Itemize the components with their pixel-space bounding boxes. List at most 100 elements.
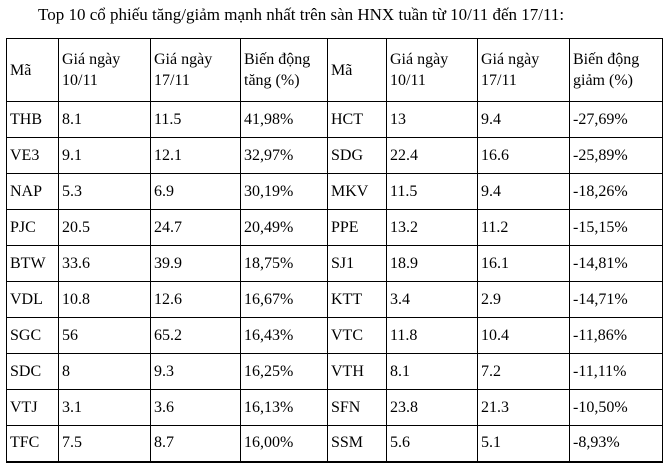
table-cell: 12.6 [150, 281, 241, 318]
table-cell: 41,98% [240, 101, 328, 138]
table-cell: TFC [6, 425, 59, 462]
table-cell: SSM [327, 425, 387, 462]
table-cell: 9.4 [477, 101, 570, 138]
table-cell: THB [6, 101, 59, 138]
table-cell: PJC [6, 209, 59, 246]
table-cell: 16,13% [240, 389, 328, 426]
header-price-1711-losers: Giá ngày 17/11 [477, 38, 570, 102]
table-cell: -14,71% [569, 281, 663, 318]
table-cell: 16.1 [477, 245, 570, 282]
table-cell: 23.8 [386, 389, 478, 426]
table-cell: 18,75% [240, 245, 328, 282]
table-cell: -25,89% [569, 137, 663, 174]
table-cell: 16,25% [240, 353, 328, 390]
header-code-losers: Mã [327, 38, 387, 102]
table-cell: 16,43% [240, 317, 328, 354]
table-row: TFC 7.5 8.7 16,00% SSM 5.6 5.1 -8,93% [6, 425, 663, 462]
table-cell: 11.2 [477, 209, 570, 246]
table-cell: -11,86% [569, 317, 663, 354]
table-cell: VE3 [6, 137, 59, 174]
table-cell: PPE [327, 209, 387, 246]
header-price-1011-losers: Giá ngày 10/11 [386, 38, 478, 102]
table-cell: 8 [58, 353, 151, 390]
table-cell: SDG [327, 137, 387, 174]
table-cell: 3.6 [150, 389, 241, 426]
table-cell: 9.1 [58, 137, 151, 174]
table-row: SGC 56 65.2 16,43% VTC 11.8 10.4 -11,86% [6, 317, 663, 354]
table-cell: 30,19% [240, 173, 328, 210]
header-price-1711-gainers: Giá ngày 17/11 [150, 38, 241, 102]
table-cell: 8.1 [386, 353, 478, 390]
table-cell: 13.2 [386, 209, 478, 246]
table-cell: 21.3 [477, 389, 570, 426]
table-cell: KTT [327, 281, 387, 318]
table-row: THB 8.1 11.5 41,98% HCT 13 9.4 -27,69% [6, 101, 663, 138]
table-cell: 65.2 [150, 317, 241, 354]
table-cell: VTJ [6, 389, 59, 426]
table-cell: 9.4 [477, 173, 570, 210]
table-cell: NAP [6, 173, 59, 210]
table-cell: 5.3 [58, 173, 151, 210]
table-cell: 18.9 [386, 245, 478, 282]
table-cell: -18,26% [569, 173, 663, 210]
table-cell: 10.4 [477, 317, 570, 354]
table-cell: 12.1 [150, 137, 241, 174]
table-cell: SFN [327, 389, 387, 426]
table-cell: HCT [327, 101, 387, 138]
table-cell: 24.7 [150, 209, 241, 246]
table-cell: 5.1 [477, 425, 570, 462]
table-cell: 22.4 [386, 137, 478, 174]
table-cell: 3.4 [386, 281, 478, 318]
table-cell: -11,11% [569, 353, 663, 390]
table-cell: -14,81% [569, 245, 663, 282]
table-cell: 5.6 [386, 425, 478, 462]
header-code-gainers: Mã [6, 38, 59, 102]
table-cell: -15,15% [569, 209, 663, 246]
table-cell: 13 [386, 101, 478, 138]
table-cell: -10,50% [569, 389, 663, 426]
table-cell: 56 [58, 317, 151, 354]
table-cell: -8,93% [569, 425, 663, 462]
table-cell: 16.6 [477, 137, 570, 174]
table-cell: 32,97% [240, 137, 328, 174]
table-cell: 10.8 [58, 281, 151, 318]
table-row: VDL 10.8 12.6 16,67% KTT 3.4 2.9 -14,71% [6, 281, 663, 318]
header-change-down: Biến động giảm (%) [569, 38, 663, 102]
table-cell: 11.5 [386, 173, 478, 210]
table-body: THB 8.1 11.5 41,98% HCT 13 9.4 -27,69% VE3 9.1 12.… [6, 101, 663, 462]
table-row: NAP 5.3 6.9 30,19% MKV 11.5 9.4 -18,26% [6, 173, 663, 210]
table-cell: MKV [327, 173, 387, 210]
table-cell: 39.9 [150, 245, 241, 282]
table-cell: -27,69% [569, 101, 663, 138]
header-row: Mã Giá ngày 10/11 Giá ngày 17/11 Biến độ… [6, 38, 663, 102]
table-cell: 6.9 [150, 173, 241, 210]
page-title: Top 10 cổ phiếu tăng/giảm mạnh nhất trên… [38, 5, 565, 24]
table-cell: 3.1 [58, 389, 151, 426]
table-cell: 7.2 [477, 353, 570, 390]
table-cell: 11.8 [386, 317, 478, 354]
table-cell: 9.3 [150, 353, 241, 390]
table-cell: 20,49% [240, 209, 328, 246]
stock-table: Mã Giá ngày 10/11 Giá ngày 17/11 Biến độ… [6, 38, 663, 463]
table-cell: VDL [6, 281, 59, 318]
table-cell: BTW [6, 245, 59, 282]
table-cell: VTH [327, 353, 387, 390]
table-row: BTW 33.6 39.9 18,75% SJ1 18.9 16.1 -14,81% [6, 245, 663, 282]
table-cell: 8.7 [150, 425, 241, 462]
table-cell: SDC [6, 353, 59, 390]
table-cell: 8.1 [58, 101, 151, 138]
header-change-up: Biến động tăng (%) [240, 38, 328, 102]
table-cell: SGC [6, 317, 59, 354]
table-cell: 16,67% [240, 281, 328, 318]
table-cell: 16,00% [240, 425, 328, 462]
table-cell: 7.5 [58, 425, 151, 462]
table-cell: 33.6 [58, 245, 151, 282]
table-cell: 2.9 [477, 281, 570, 318]
table-row: PJC 20.5 24.7 20,49% PPE 13.2 11.2 -15,15% [6, 209, 663, 246]
header-price-1011-gainers: Giá ngày 10/11 [58, 38, 151, 102]
table-cell: 20.5 [58, 209, 151, 246]
table-header: Mã Giá ngày 10/11 Giá ngày 17/11 Biến độ… [6, 38, 663, 102]
table-cell: SJ1 [327, 245, 387, 282]
table-cell: 11.5 [150, 101, 241, 138]
